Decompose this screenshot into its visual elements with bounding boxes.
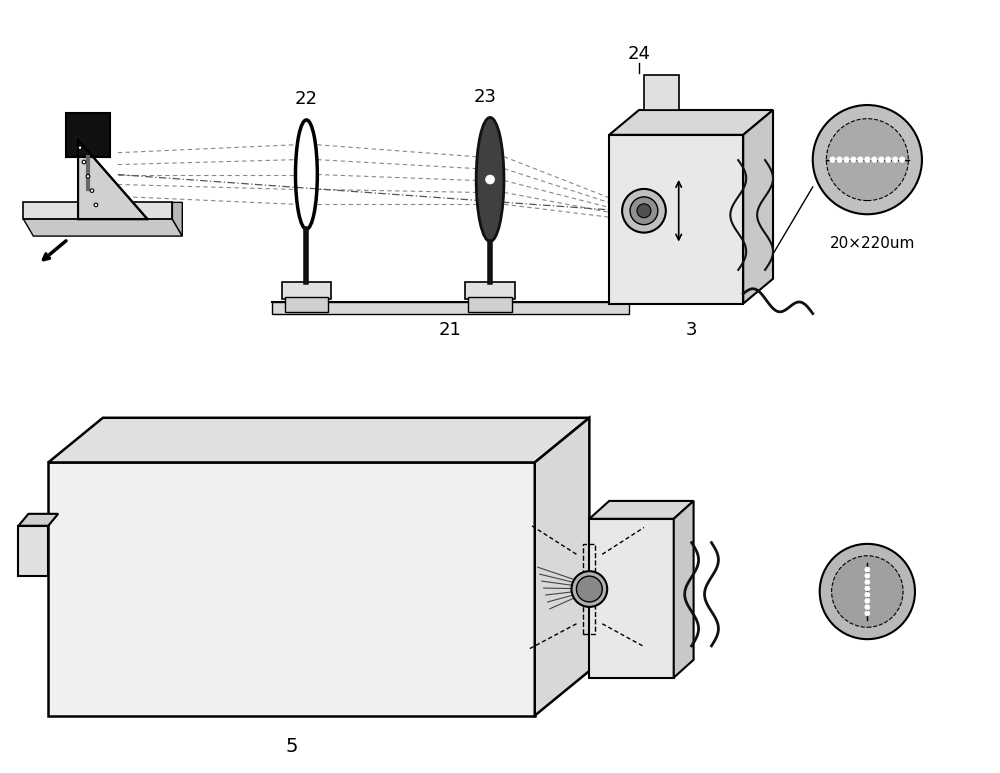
Polygon shape — [644, 75, 679, 110]
Circle shape — [576, 576, 602, 602]
Polygon shape — [589, 519, 674, 678]
Circle shape — [571, 571, 607, 607]
FancyBboxPatch shape — [285, 297, 328, 312]
Circle shape — [486, 175, 495, 184]
FancyBboxPatch shape — [282, 281, 331, 298]
Circle shape — [899, 157, 905, 162]
Circle shape — [813, 105, 922, 214]
Ellipse shape — [476, 117, 504, 241]
Polygon shape — [48, 417, 589, 462]
Text: 22: 22 — [295, 90, 318, 108]
Polygon shape — [272, 301, 629, 314]
Circle shape — [820, 544, 915, 639]
Circle shape — [826, 119, 908, 201]
Circle shape — [865, 567, 870, 572]
Polygon shape — [535, 417, 589, 716]
Circle shape — [78, 146, 82, 149]
Circle shape — [878, 157, 884, 162]
Circle shape — [865, 592, 870, 597]
Circle shape — [630, 197, 658, 225]
Polygon shape — [18, 526, 48, 577]
Circle shape — [865, 604, 870, 610]
Text: 23: 23 — [474, 87, 497, 106]
Polygon shape — [609, 110, 773, 135]
Polygon shape — [674, 501, 694, 678]
Polygon shape — [48, 462, 535, 716]
Text: 5: 5 — [285, 737, 298, 757]
Polygon shape — [743, 110, 773, 304]
Circle shape — [865, 574, 870, 578]
Circle shape — [90, 189, 94, 192]
Circle shape — [865, 611, 870, 616]
FancyBboxPatch shape — [468, 297, 512, 312]
Circle shape — [865, 598, 870, 604]
Polygon shape — [172, 203, 182, 236]
Polygon shape — [23, 220, 182, 236]
Polygon shape — [78, 140, 148, 220]
Circle shape — [858, 157, 863, 162]
Circle shape — [865, 580, 870, 584]
Text: 24: 24 — [627, 46, 650, 63]
Circle shape — [622, 189, 666, 233]
Polygon shape — [589, 501, 694, 519]
Circle shape — [892, 157, 898, 162]
Circle shape — [865, 586, 870, 591]
Circle shape — [94, 203, 98, 206]
Polygon shape — [23, 203, 172, 220]
Polygon shape — [18, 514, 58, 526]
Circle shape — [844, 157, 849, 162]
Circle shape — [86, 175, 90, 178]
FancyBboxPatch shape — [465, 281, 515, 298]
Circle shape — [82, 160, 86, 164]
Circle shape — [637, 204, 651, 218]
FancyBboxPatch shape — [66, 113, 110, 157]
Circle shape — [872, 157, 877, 162]
Circle shape — [865, 157, 870, 162]
Circle shape — [885, 157, 891, 162]
Text: 21: 21 — [439, 322, 462, 339]
Circle shape — [830, 157, 835, 162]
Circle shape — [832, 556, 903, 627]
Circle shape — [851, 157, 856, 162]
Text: 20×220um: 20×220um — [830, 236, 915, 251]
Circle shape — [837, 157, 842, 162]
Text: 3: 3 — [685, 322, 697, 339]
Polygon shape — [609, 135, 743, 304]
